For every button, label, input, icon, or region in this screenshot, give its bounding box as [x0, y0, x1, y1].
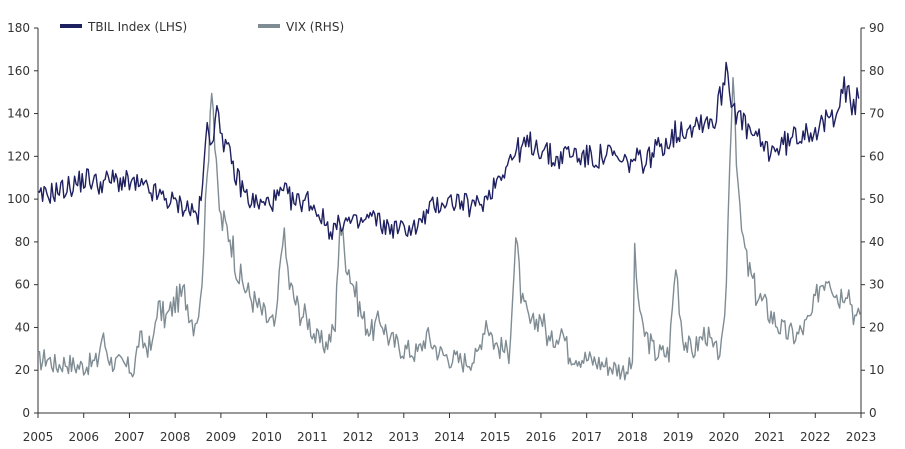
y-left-tick-label: 180 [7, 21, 30, 35]
legend-label-tbil: TBIL Index (LHS) [87, 20, 187, 34]
y-left-tick-label: 100 [7, 192, 30, 206]
x-tick-label: 2015 [480, 430, 511, 444]
x-tick-label: 2021 [754, 430, 785, 444]
x-tick-label: 2005 [23, 430, 54, 444]
y-right-tick-label: 90 [869, 21, 884, 35]
x-tick-label: 2011 [297, 430, 328, 444]
x-tick-label: 2020 [709, 430, 740, 444]
x-tick-label: 2009 [206, 430, 237, 444]
x-tick-label: 2018 [617, 430, 648, 444]
y-right-tick-label: 10 [869, 363, 884, 377]
x-tick-label: 2017 [571, 430, 602, 444]
y-right-tick-label: 30 [869, 278, 884, 292]
x-tick-label: 2008 [160, 430, 191, 444]
y-left-tick-label: 60 [15, 278, 30, 292]
x-tick-label: 2022 [800, 430, 831, 444]
vix-line [37, 77, 861, 381]
y-right-tick-label: 80 [869, 64, 884, 78]
y-right-tick-label: 50 [869, 192, 884, 206]
axes: 0 20 40 60 80 100 120 140 160 180 0 10 20 30 40 50 60 70 8… [7, 21, 884, 444]
x-tick-label: 2007 [114, 430, 145, 444]
y-left-tick-label: 0 [22, 406, 30, 420]
x-tick-label: 2016 [526, 430, 557, 444]
tbil-line [37, 61, 860, 241]
x-tick-label: 2019 [663, 430, 694, 444]
y-left-tick-label: 140 [7, 107, 30, 121]
y-right-tick-label: 0 [869, 406, 877, 420]
y-right-tick-label: 20 [869, 320, 884, 334]
y-left-tick-label: 40 [15, 320, 30, 334]
y-left-tick-label: 160 [7, 64, 30, 78]
x-tick-label: 2023 [846, 430, 877, 444]
y-right-tick-label: 60 [869, 149, 884, 163]
y-left-tick-label: 120 [7, 149, 30, 163]
series-layer [37, 61, 861, 381]
x-tick-label: 2012 [343, 430, 374, 444]
x-tick-label: 2013 [389, 430, 420, 444]
y-right-tick-label: 40 [869, 235, 884, 249]
y-right-tick-label: 70 [869, 107, 884, 121]
legend: TBIL Index (LHS) VIX (RHS) [60, 20, 344, 34]
legend-label-vix: VIX (RHS) [286, 20, 344, 34]
y-left-tick-label: 80 [15, 235, 30, 249]
y-left-tick-label: 20 [15, 363, 30, 377]
x-tick-label: 2010 [251, 430, 282, 444]
x-tick-label: 2006 [68, 430, 99, 444]
x-tick-label: 2014 [434, 430, 465, 444]
